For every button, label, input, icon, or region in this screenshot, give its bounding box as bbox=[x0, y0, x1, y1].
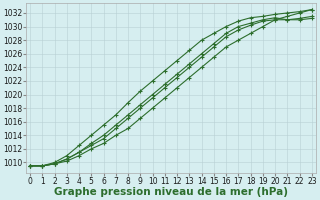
X-axis label: Graphe pression niveau de la mer (hPa): Graphe pression niveau de la mer (hPa) bbox=[54, 187, 288, 197]
